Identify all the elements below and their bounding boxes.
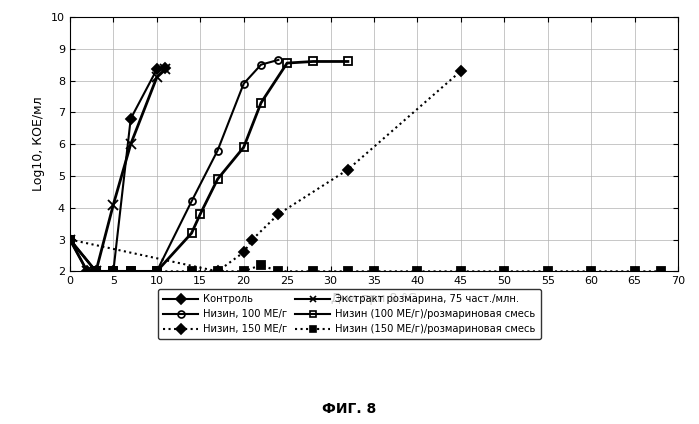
Legend: Контроль, Низин, 100 МЕ/г, Низин, 150 МЕ/г, Экстракт розмарина, 75 част./млн., Н: Контроль, Низин, 100 МЕ/г, Низин, 150 МЕ… xyxy=(158,289,541,339)
Text: ФИГ. 8: ФИГ. 8 xyxy=(322,402,377,416)
Y-axis label: Log10, КОЕ/мл: Log10, КОЕ/мл xyxy=(32,97,45,192)
X-axis label: Дни при 8 °С: Дни при 8 °С xyxy=(331,292,417,305)
